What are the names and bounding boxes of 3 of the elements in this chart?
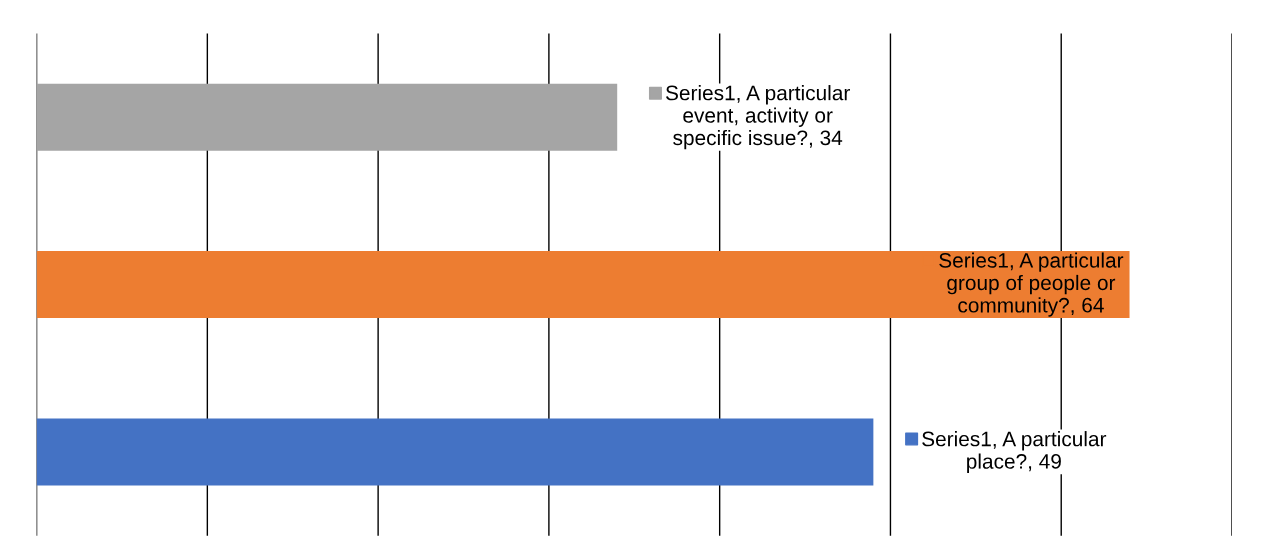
data-label: Series1, A particular event, activity or specific issue?, 34 — [665, 85, 850, 150]
data-label: Series1, A particular place?, 49 — [922, 431, 1107, 473]
data-label: Series1, A particular group of people or community?, 64 — [939, 252, 1124, 317]
